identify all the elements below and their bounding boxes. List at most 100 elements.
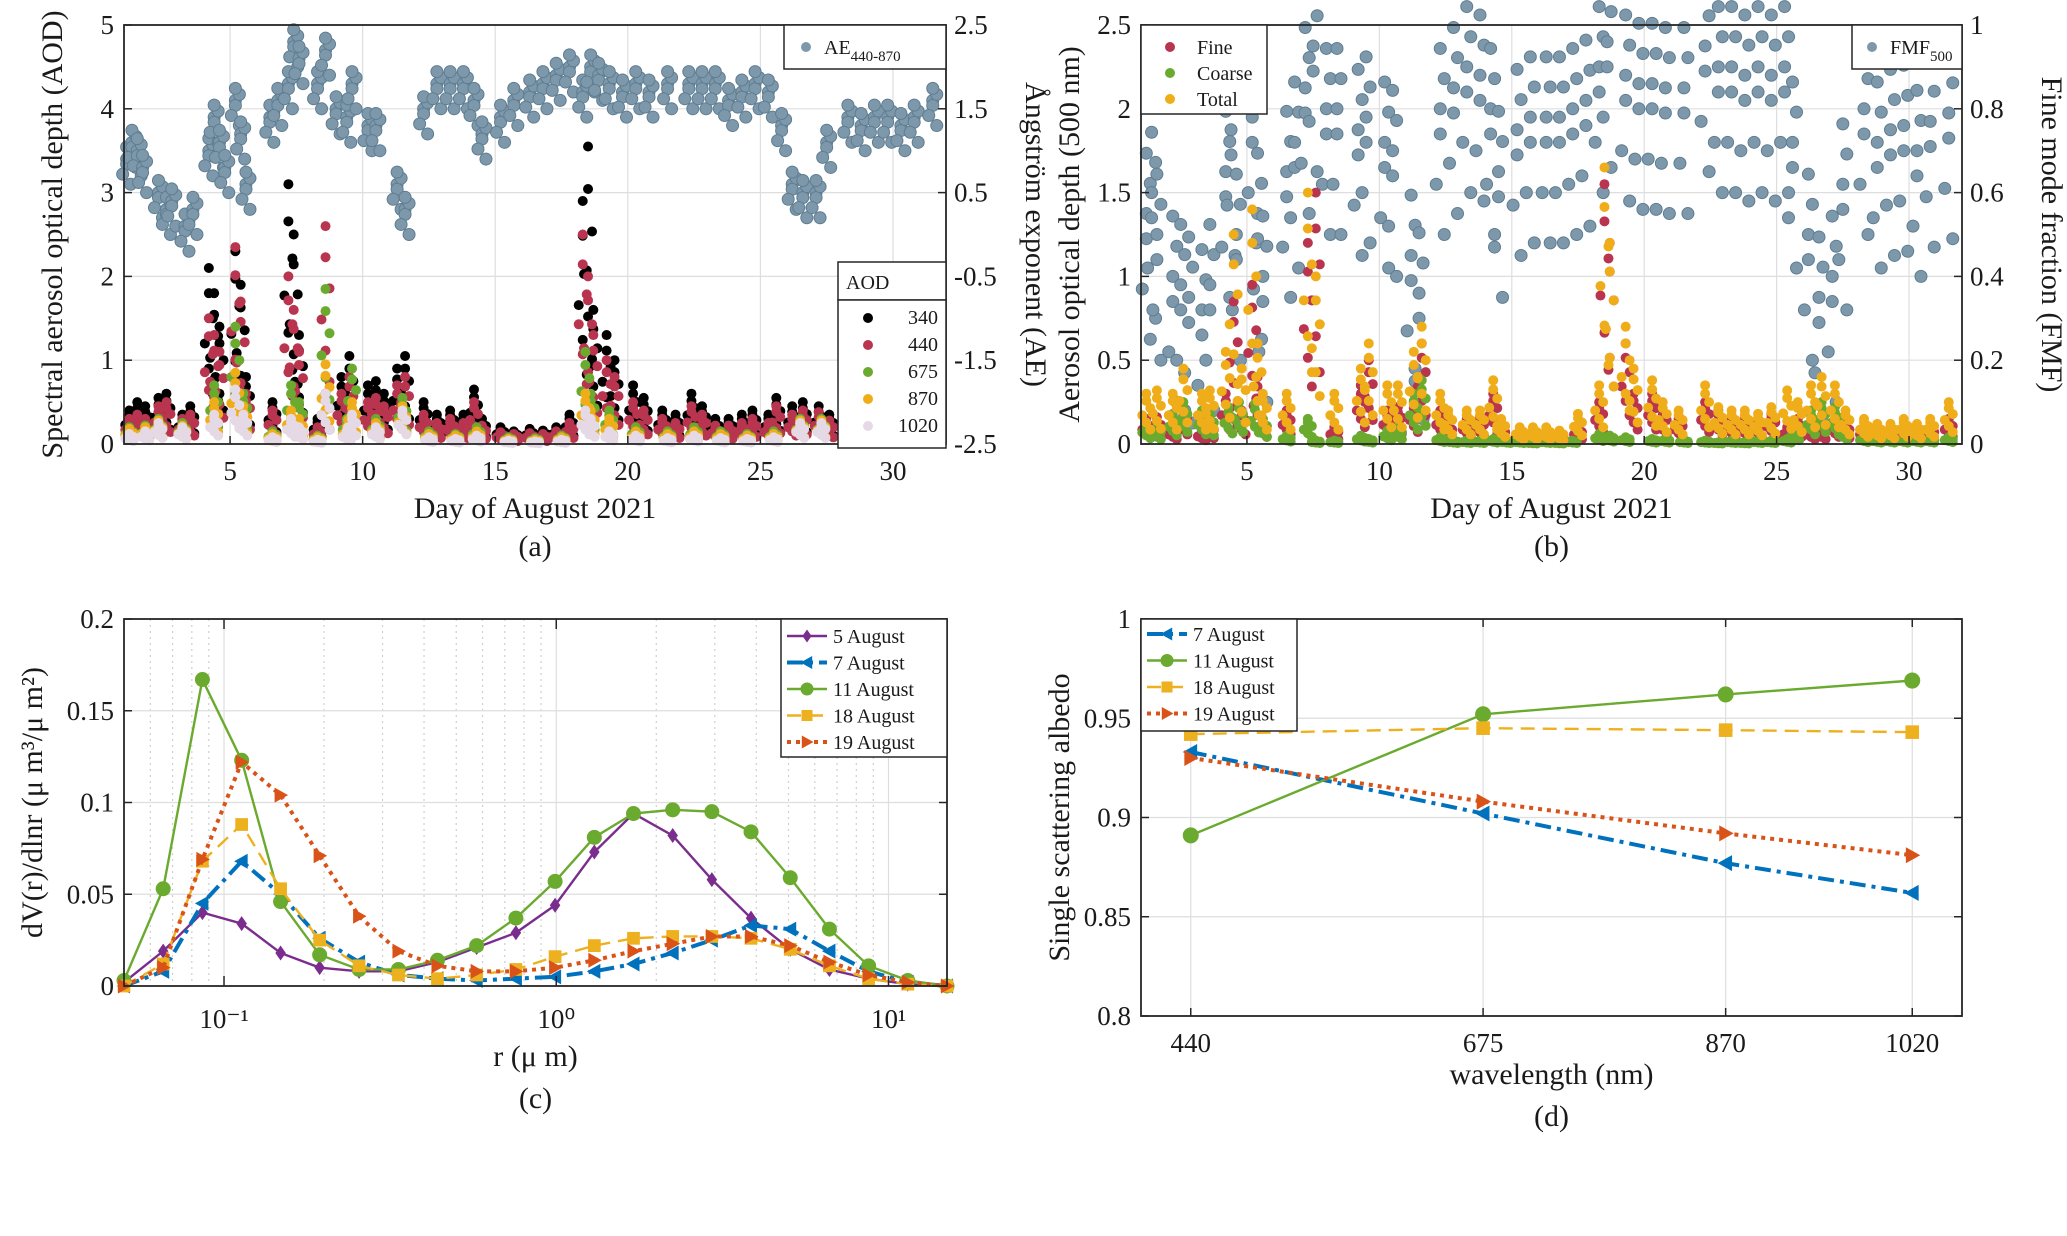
data-point: [1599, 216, 1610, 227]
data-point: [271, 437, 282, 448]
data-marker: [1904, 672, 1921, 689]
data-point: [1539, 110, 1553, 124]
data-point: [532, 92, 546, 106]
data-point: [307, 92, 321, 106]
x-tick-label: 10: [349, 456, 376, 486]
data-point: [592, 56, 606, 70]
data-point: [230, 392, 241, 403]
data-marker: [588, 952, 602, 968]
data-point: [230, 367, 241, 378]
data-point: [1224, 373, 1235, 384]
data-point: [239, 165, 253, 179]
data-point: [315, 58, 329, 72]
x-axis-label: wavelength (nm): [1449, 1058, 1653, 1091]
data-point: [1768, 194, 1782, 208]
data-point: [1478, 429, 1489, 440]
legend-marker: [1160, 654, 1174, 667]
data-point: [209, 380, 220, 391]
y-right-tick-label: 1.5: [954, 94, 988, 124]
legend-label: 11 August: [833, 679, 914, 701]
data-point: [1281, 388, 1292, 399]
data-point: [1645, 77, 1659, 91]
data-point: [1363, 338, 1374, 349]
data-point: [320, 370, 331, 381]
data-point: [165, 427, 176, 438]
data-point: [620, 110, 634, 124]
data-point: [1363, 395, 1374, 406]
y-right-tick-label: 0.4: [1970, 261, 2004, 291]
data-point: [1782, 393, 1793, 404]
data-point: [1698, 64, 1712, 78]
data-marker: [312, 947, 328, 963]
data-point: [523, 73, 537, 87]
legend-label: 7 August: [1193, 624, 1265, 646]
y-axis-label: Spectral aerosol optical depth (AOD): [36, 10, 69, 458]
data-point: [351, 418, 362, 429]
data-point: [1812, 315, 1826, 329]
data-point: [235, 296, 246, 307]
data-point: [1711, 0, 1725, 14]
data-point: [1261, 424, 1272, 435]
data-marker: [1475, 805, 1490, 822]
data-point: [1786, 135, 1800, 149]
data-point: [1359, 417, 1370, 428]
data-point: [1594, 413, 1605, 424]
legend-label: 5 August: [833, 626, 905, 648]
legend-label: 7 August: [833, 653, 905, 675]
data-point: [722, 81, 736, 95]
data-point: [392, 380, 403, 391]
data-point: [1620, 338, 1631, 349]
data-point: [1420, 405, 1431, 416]
data-point: [292, 289, 303, 300]
data-point: [347, 363, 358, 374]
data-point: [1782, 186, 1796, 200]
legend-marker: [801, 42, 811, 52]
data-point: [1220, 359, 1231, 370]
data-point: [479, 152, 493, 166]
data-point: [1182, 315, 1196, 329]
data-point: [285, 102, 299, 116]
data-point: [592, 361, 603, 372]
data-point: [1378, 405, 1389, 416]
data-point: [186, 190, 200, 204]
data-point: [1233, 197, 1247, 211]
data-point: [1151, 385, 1162, 396]
data-marker: [665, 802, 681, 818]
data-point: [1255, 176, 1269, 190]
data-point: [1805, 353, 1819, 367]
data-point: [1829, 380, 1840, 391]
x-tick-label: 10¹: [871, 1004, 906, 1034]
legend-marker: [1165, 42, 1175, 52]
data-point: [1252, 352, 1263, 363]
data-point: [1310, 187, 1321, 198]
data-point: [174, 234, 188, 248]
data-point: [519, 100, 533, 114]
data-point: [1227, 428, 1238, 439]
data-point: [1539, 50, 1553, 64]
data-point: [597, 376, 608, 387]
data-point: [805, 201, 819, 215]
data-point: [1857, 102, 1871, 116]
legend-marker: [1161, 681, 1173, 693]
data-point: [214, 176, 228, 190]
data-point: [1599, 162, 1610, 173]
legend-label-main: FMF: [1890, 37, 1930, 59]
data-point: [1558, 435, 1569, 446]
data-point: [1477, 194, 1491, 208]
data-point: [1832, 253, 1846, 267]
data-point: [1599, 201, 1610, 212]
data-point: [1802, 405, 1813, 416]
data-point: [1288, 135, 1302, 149]
data-point: [209, 288, 220, 299]
data-marker: [274, 882, 287, 896]
x-tick-label: 20: [1631, 456, 1658, 486]
data-point: [1801, 167, 1815, 181]
data-point: [1566, 102, 1580, 116]
data-point: [315, 102, 329, 116]
data-point: [781, 192, 795, 206]
legend-box: [1140, 24, 1268, 115]
data-point: [1178, 248, 1192, 262]
data-point: [1632, 102, 1646, 116]
data-point: [890, 134, 904, 148]
